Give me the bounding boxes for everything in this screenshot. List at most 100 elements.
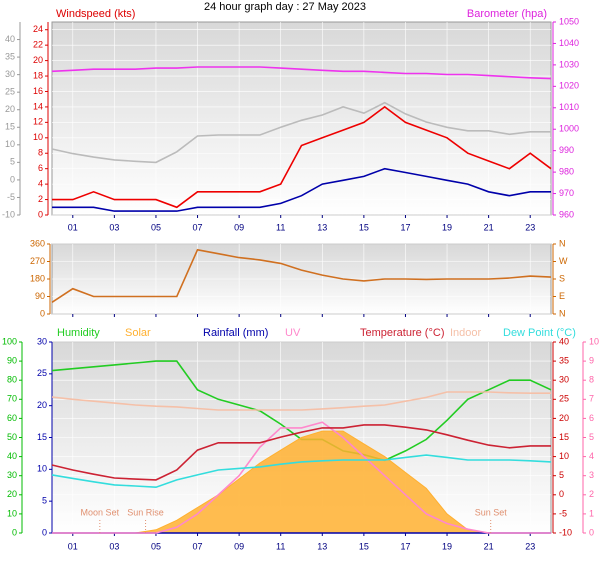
y-tick-label: 6 [38, 163, 43, 173]
y-tick-label: 0 [38, 209, 43, 219]
y-tick-label: E [559, 291, 565, 301]
y-tick-label: -5 [559, 508, 567, 518]
y-tick-label: 30 [7, 470, 17, 480]
legend-label: Dew Point (°C) [503, 327, 576, 339]
y-tick-label: 20 [37, 400, 47, 410]
y-tick-label: 0 [589, 527, 594, 537]
x-tick-label: 19 [442, 222, 452, 232]
y-tick-label: 18 [33, 70, 43, 80]
y-tick-label: 1040 [559, 38, 579, 48]
y-tick-label: 4 [38, 178, 43, 188]
x-tick-label: 03 [109, 541, 119, 551]
chart-title: 24 hour graph day : 27 May 2023 [204, 1, 366, 13]
y-tick-label: 80 [7, 375, 17, 385]
y-tick-label: 270 [30, 256, 45, 266]
legend-label: UV [285, 327, 301, 339]
annotation: Sun Rise [127, 507, 164, 517]
y-tick-label: 100 [2, 336, 17, 346]
y-tick-label: 8 [38, 148, 43, 158]
y-tick-label: 25 [5, 87, 15, 97]
y-tick-label: 30 [5, 69, 15, 79]
y-tick-label: 9 [589, 355, 594, 365]
x-tick-label: 05 [151, 222, 161, 232]
y-tick-label: N [559, 238, 566, 248]
legend-label: Humidity [57, 327, 100, 339]
x-tick-label: 05 [151, 541, 161, 551]
y-tick-label: -10 [2, 209, 15, 219]
y-tick-label: 90 [35, 291, 45, 301]
x-tick-label: 21 [484, 222, 494, 232]
y-tick-label: 180 [30, 273, 45, 283]
y-tick-label: N [559, 308, 566, 318]
y-tick-label: 10 [589, 336, 599, 346]
line [51, 391, 551, 411]
x-tick-label: 13 [317, 541, 327, 551]
y-tick-label: 5 [10, 157, 15, 167]
y-tick-label: 1010 [559, 102, 579, 112]
x-tick-label: 01 [68, 222, 78, 232]
y-tick-label: -10 [559, 527, 572, 537]
axis-label: Windspeed (kts) [56, 8, 135, 20]
y-tick-label: 0 [12, 527, 17, 537]
line [51, 454, 552, 489]
line [51, 248, 552, 303]
y-tick-label: 20 [33, 55, 43, 65]
y-tick-label: 14 [33, 101, 43, 111]
y-tick-label: 4 [589, 451, 594, 461]
y-tick-label: S [559, 273, 565, 283]
y-tick-label: 5 [559, 470, 564, 480]
panel-wind [51, 21, 552, 216]
y-tick-label: 0 [559, 489, 564, 499]
x-tick-label: 17 [400, 541, 410, 551]
legend-label: Temperature (°C) [360, 327, 444, 339]
x-tick-label: 15 [359, 222, 369, 232]
y-tick-label: 1000 [559, 124, 579, 134]
line [51, 66, 552, 80]
y-tick-label: 30 [559, 375, 569, 385]
y-tick-label: 10 [33, 132, 43, 142]
y-tick-label: 5 [42, 496, 47, 506]
y-tick-label: 40 [7, 451, 17, 461]
y-tick-label: 2 [38, 194, 43, 204]
line [51, 424, 551, 481]
y-tick-label: 15 [5, 122, 15, 132]
x-tick-label: 21 [484, 541, 494, 551]
legend-label: Solar [125, 327, 151, 339]
y-tick-label: 60 [7, 413, 17, 423]
y-tick-label: 0 [40, 308, 45, 318]
y-tick-label: 24 [33, 24, 43, 34]
axis-label: Barometer (hpa) [467, 8, 547, 20]
y-tick-label: 40 [5, 34, 15, 44]
y-tick-label: 2 [589, 489, 594, 499]
x-tick-label: 19 [442, 541, 452, 551]
x-tick-label: 17 [400, 222, 410, 232]
y-tick-label: 20 [559, 413, 569, 423]
x-tick-label: 07 [193, 222, 203, 232]
y-tick-label: 1020 [559, 81, 579, 91]
x-tick-label: 07 [193, 541, 203, 551]
x-tick-label: 03 [109, 222, 119, 232]
y-tick-label: 50 [7, 432, 17, 442]
y-tick-label: 0 [42, 527, 47, 537]
y-tick-label: 35 [5, 51, 15, 61]
y-tick-label: 1030 [559, 59, 579, 69]
y-tick-label: 960 [559, 209, 574, 219]
y-tick-label: 15 [37, 432, 47, 442]
y-tick-label: 12 [33, 117, 43, 127]
y-tick-label: 980 [559, 166, 574, 176]
y-tick-label: 35 [559, 355, 569, 365]
y-tick-label: 90 [7, 355, 17, 365]
y-tick-label: 22 [33, 40, 43, 50]
y-tick-label: -5 [7, 192, 15, 202]
line [52, 105, 552, 209]
legend-label: Rainfall (mm) [203, 327, 268, 339]
y-tick-label: 0 [10, 174, 15, 184]
y-tick-label: 10 [559, 451, 569, 461]
x-tick-label: 11 [276, 222, 285, 232]
y-tick-label: 360 [30, 238, 45, 248]
x-tick-label: 13 [317, 222, 327, 232]
line [52, 421, 551, 534]
y-tick-label: 3 [589, 470, 594, 480]
x-tick-label: 01 [68, 541, 78, 551]
